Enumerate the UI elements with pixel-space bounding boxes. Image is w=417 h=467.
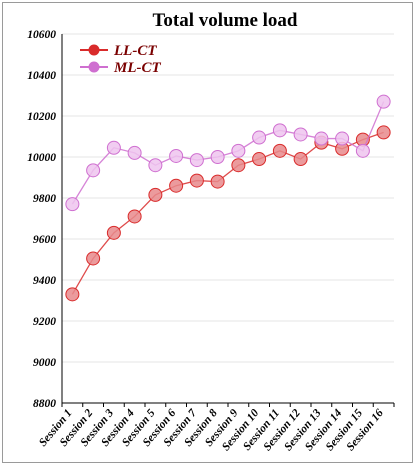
data-point: [272, 123, 287, 138]
data-point: [106, 140, 121, 155]
data-point: [376, 125, 391, 140]
series-ml-ct: [65, 94, 391, 212]
data-point: [169, 148, 184, 163]
data-point: [148, 187, 163, 202]
y-tick-label: 10400: [27, 70, 56, 82]
data-point: [231, 158, 246, 173]
series-ll-ct: [65, 125, 391, 302]
data-point: [148, 158, 163, 173]
data-point: [106, 225, 121, 240]
data-point: [335, 131, 350, 146]
data-point: [65, 197, 80, 212]
data-point: [252, 130, 267, 145]
data-point: [189, 153, 204, 168]
data-point: [86, 251, 101, 266]
y-tick-label: 10200: [27, 111, 56, 123]
data-point: [210, 150, 225, 164]
series-line: [71, 131, 384, 295]
series-line: [71, 101, 385, 205]
legend-marker: [88, 44, 100, 56]
y-tick-label: 9200: [33, 316, 56, 328]
data-point: [127, 145, 142, 160]
chart-title: Total volume load: [153, 10, 298, 31]
data-point: [65, 287, 80, 302]
y-tick-label: 10600: [27, 29, 56, 41]
data-point: [252, 152, 267, 167]
data-point: [86, 163, 101, 178]
data-point: [169, 178, 184, 193]
y-tick-label: 9600: [33, 234, 56, 246]
y-tick-label: 10000: [27, 152, 56, 164]
data-point: [293, 127, 308, 142]
data-point: [314, 131, 329, 146]
y-tick-label: 9400: [33, 275, 56, 287]
legend-item: ML-CT: [80, 60, 162, 76]
legend-label: LL-CT: [113, 43, 157, 59]
data-point: [127, 209, 142, 224]
legend-label: ML-CT: [113, 60, 162, 76]
y-tick-label: 9800: [33, 193, 56, 205]
grid-layer: [62, 33, 394, 363]
legend-marker: [88, 61, 100, 73]
data-point: [376, 94, 391, 109]
axis-layer: 8800 9000 9200 9400 9600 9800 10000 10200 10400 1…: [27, 29, 395, 453]
y-tick-label: 9000: [33, 357, 56, 369]
data-point: [210, 174, 225, 189]
y-tick-label: 8800: [33, 398, 56, 410]
data-point: [355, 143, 370, 158]
series-layer: [65, 94, 391, 302]
data-point: [272, 143, 287, 158]
data-point: [231, 143, 246, 158]
legend-item: LL-CT: [80, 43, 157, 59]
chart-frame: [2, 2, 413, 463]
data-point: [189, 173, 204, 188]
data-point: [293, 152, 308, 167]
